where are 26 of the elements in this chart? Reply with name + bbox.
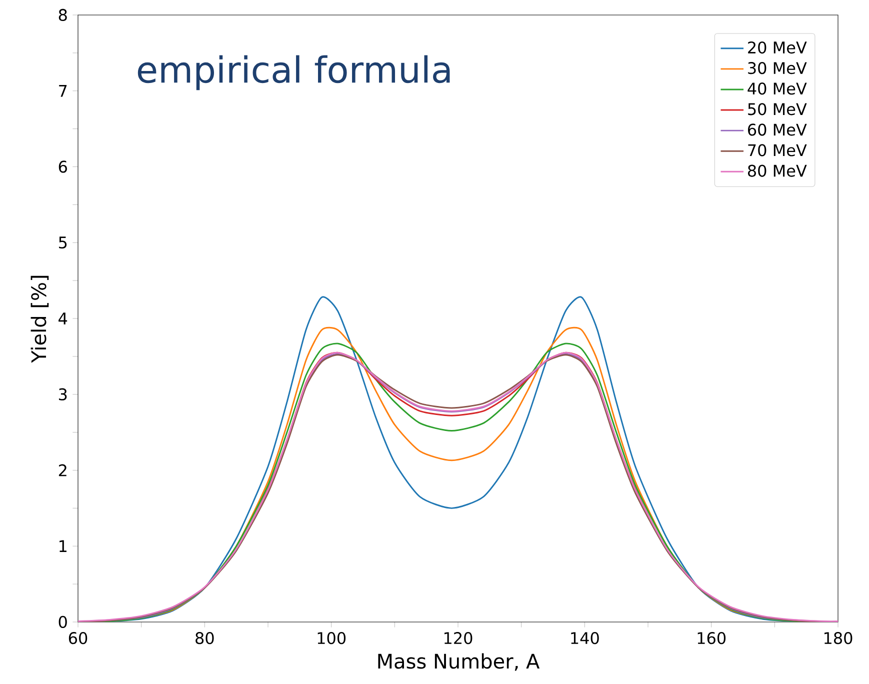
y-tick-label: 5 — [59, 236, 67, 249]
y-tick-label: 6 — [58, 160, 67, 173]
y-tick-label: 0 — [58, 616, 67, 628]
legend-label: 80 MeV — [748, 164, 807, 177]
y-tick-label: 8 — [58, 8, 67, 22]
y-tick-label: 1 — [60, 540, 66, 552]
x-tick-label: 60 — [68, 632, 88, 644]
y-tick-label: 4 — [58, 312, 68, 324]
legend-label: 50 MeV — [748, 103, 807, 116]
y-tick-label: 3 — [58, 388, 67, 400]
y-tick-label: 7 — [59, 85, 67, 97]
y-tick-label: 2 — [58, 464, 66, 476]
legend-label: 70 MeV — [748, 144, 807, 156]
legend-label: 30 MeV — [748, 62, 807, 74]
x-tick-label: 180 — [824, 632, 852, 644]
x-tick-label: 160 — [698, 632, 726, 644]
legend-label: 60 MeV — [748, 124, 807, 136]
legend-label: 40 MeV — [748, 82, 807, 95]
legend-label: 20 MeV — [748, 41, 807, 54]
y-axis-title: Yield [%] — [30, 276, 49, 363]
x-axis-title: Mass Number, A — [378, 653, 540, 671]
x-tick-label: 80 — [196, 632, 214, 644]
annotation: empirical formula — [138, 55, 450, 90]
x-tick-label: 120 — [444, 632, 472, 644]
x-tick-label: 140 — [571, 632, 599, 644]
x-tick-label: 100 — [318, 632, 346, 644]
